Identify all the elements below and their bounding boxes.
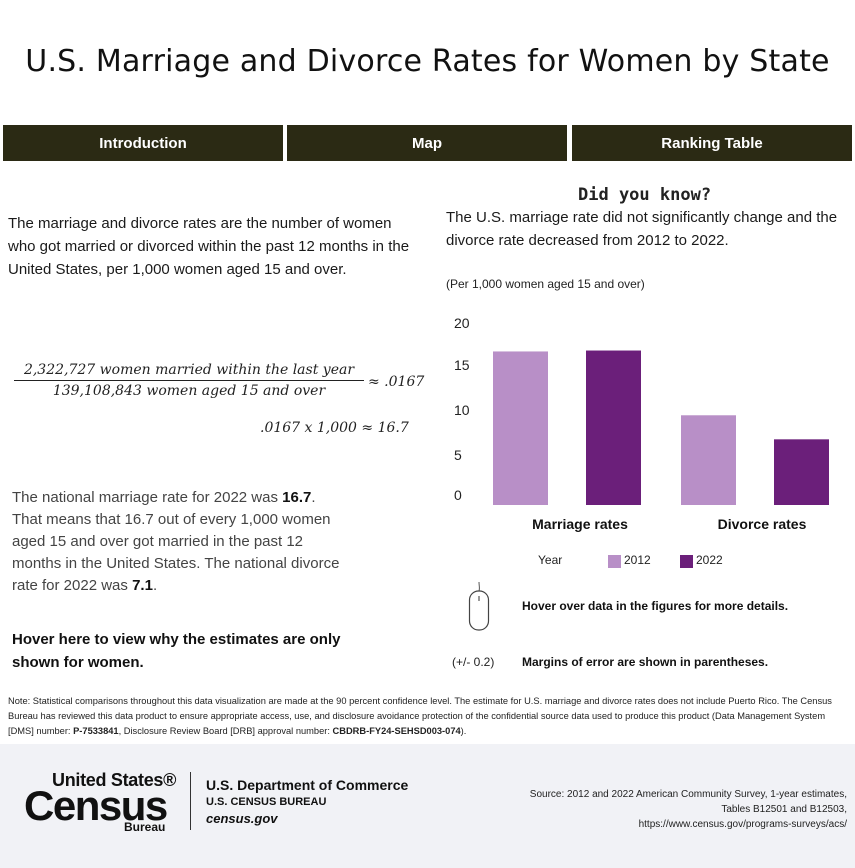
logo-bureau: Bureau: [124, 820, 166, 834]
source-citation: Source: 2012 and 2022 American Community…: [507, 787, 847, 832]
page-title: U.S. Marriage and Divorce Rates for Wome…: [25, 44, 830, 79]
y-tick-label: 20: [454, 315, 470, 331]
bar-marriage-rates-2012[interactable]: [493, 351, 548, 505]
note-text: , Disclosure Review Board [DRB] approval…: [118, 726, 333, 736]
chart-unit-note: (Per 1,000 women aged 15 and over): [446, 277, 645, 291]
legend-label-2012: 2012: [624, 553, 651, 567]
formula-result: ≈ .0167: [368, 374, 425, 390]
legend-swatch-2022: [680, 555, 693, 568]
national-rate-text: The national marriage rate for 2022 was …: [12, 487, 342, 597]
tab-introduction[interactable]: Introduction: [3, 125, 283, 161]
census-logo[interactable]: United States® Census Bureau: [24, 770, 180, 834]
why-women-hover-link[interactable]: Hover here to view why the estimates are…: [12, 631, 341, 671]
y-tick-label: 0: [454, 487, 462, 503]
dms-number: P-7533841: [73, 726, 119, 736]
hover-hint: Hover over data in the figures for more …: [522, 599, 789, 613]
category-label: Marriage rates: [532, 516, 628, 532]
department-name: U.S. Department of Commerce: [206, 777, 409, 793]
bar-divorce-rates-2012[interactable]: [681, 415, 736, 505]
footer: United States® Census Bureau U.S. Depart…: [0, 744, 855, 868]
source-line: Tables B12501 and B12503,: [721, 804, 847, 815]
national-text-part: . That means that 16.7 out of every 1,00…: [12, 489, 340, 594]
rates-bar-chart: 0 5 10 15 20 Marriage rates Divorce rates: [454, 315, 829, 532]
source-line: Source: 2012 and 2022 American Community…: [529, 789, 847, 800]
bureau-name: U.S. CENSUS BUREAU: [206, 796, 327, 808]
drb-number: CBDRB-FY24-SEHSD003-074: [332, 726, 461, 736]
fraction-line: [14, 380, 364, 381]
formula-numerator: 2,322,727 women married within the last …: [23, 362, 355, 378]
moe-explanation: Margins of error are shown in parenthese…: [522, 655, 769, 669]
census-site-link[interactable]: census.gov: [206, 811, 278, 826]
logo-census: Census: [24, 782, 168, 829]
y-tick-label: 5: [454, 447, 462, 463]
legend-swatch-2012: [608, 555, 621, 568]
tab-bar: Introduction Map Ranking Table: [3, 125, 852, 161]
department-block: U.S. Department of Commerce U.S. CENSUS …: [206, 777, 408, 826]
source-url[interactable]: https://www.census.gov/programs-surveys/…: [638, 819, 847, 830]
national-divorce-rate: 7.1: [132, 577, 153, 594]
intro-text: The marriage and divorce rates are the n…: [8, 215, 410, 278]
y-tick-label: 15: [454, 357, 470, 373]
footer-divider: [190, 772, 191, 830]
note-text: ).: [460, 726, 467, 736]
y-tick-label: 10: [454, 402, 470, 418]
national-text-part: .: [152, 577, 158, 594]
footnote: Note: Statistical comparisons throughout…: [8, 694, 850, 739]
did-you-know-heading: Did you know?: [578, 185, 712, 205]
bar-divorce-rates-2022[interactable]: [774, 439, 829, 505]
tab-ranking-table[interactable]: Ranking Table: [572, 125, 852, 161]
note-text: Note: Statistical comparisons throughout…: [8, 696, 832, 736]
formula-fraction: 2,322,727 women married within the last …: [14, 362, 364, 399]
national-text-part: The national marriage rate for 2022 was: [12, 489, 283, 506]
national-marriage-rate: 16.7: [282, 489, 312, 506]
moe-sample: (+/- 0.2): [452, 655, 495, 669]
formula-multiplication: .0167 x 1,000 ≈ 16.7: [260, 420, 409, 436]
logo-united-states: United States®: [52, 770, 177, 790]
did-you-know-text: The U.S. marriage rate did not significa…: [446, 209, 838, 249]
tab-map[interactable]: Map: [287, 125, 567, 161]
mouse-icon: [468, 582, 490, 631]
formula-denominator: 139,108,843 women aged 15 and over: [52, 383, 326, 399]
legend-label-2022: 2022: [696, 553, 723, 567]
bar-marriage-rates-2022[interactable]: [586, 350, 641, 505]
category-label: Divorce rates: [718, 516, 807, 532]
legend-title: Year: [538, 553, 563, 567]
